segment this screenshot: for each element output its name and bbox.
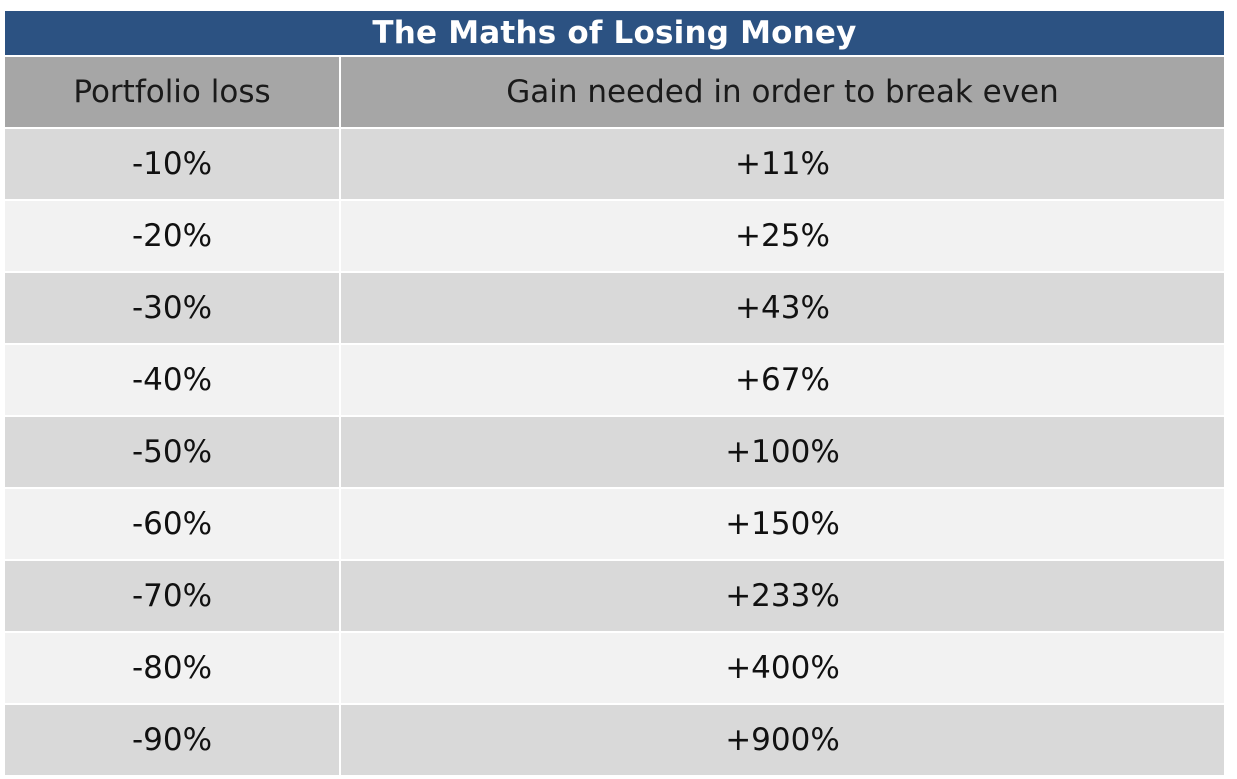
gain-needed-cell: +100% <box>725 434 840 470</box>
table-row: -40% +67% <box>5 343 1224 415</box>
table-row: -70% +233% <box>5 559 1224 631</box>
table-title: The Maths of Losing Money <box>5 11 1224 55</box>
portfolio-loss-cell: -80% <box>5 633 341 703</box>
header-row: Portfolio loss Gain needed in order to b… <box>5 55 1224 127</box>
table-row: -50% +100% <box>5 415 1224 487</box>
gain-needed-cell: +400% <box>725 650 840 686</box>
portfolio-loss-cell: -30% <box>5 273 341 343</box>
table-row: -30% +43% <box>5 271 1224 343</box>
table-body: -10% +11% -20% +25% -30% +43% -40% +67% -50% +100… <box>5 127 1224 775</box>
gain-needed-cell: +25% <box>735 218 830 254</box>
portfolio-loss-cell: -40% <box>5 345 341 415</box>
header-portfolio-loss: Portfolio loss <box>5 57 341 127</box>
gain-needed-cell: +150% <box>725 506 840 542</box>
gain-needed-cell: +233% <box>725 578 840 614</box>
table-row: -10% +11% <box>5 127 1224 199</box>
gain-needed-cell: +900% <box>725 722 840 758</box>
table-row: -20% +25% <box>5 199 1224 271</box>
gain-needed-cell: +11% <box>735 146 830 182</box>
gain-needed-cell: +43% <box>735 290 830 326</box>
portfolio-loss-cell: -60% <box>5 489 341 559</box>
table-row: -80% +400% <box>5 631 1224 703</box>
table-row: -90% +900% <box>5 703 1224 775</box>
portfolio-loss-cell: -50% <box>5 417 341 487</box>
gain-needed-cell: +67% <box>735 362 830 398</box>
portfolio-loss-cell: -10% <box>5 129 341 199</box>
portfolio-loss-cell: -20% <box>5 201 341 271</box>
header-gain-needed: Gain needed in order to break even <box>506 74 1059 110</box>
portfolio-loss-cell: -70% <box>5 561 341 631</box>
loss-recovery-table: The Maths of Losing Money Portfolio loss… <box>5 11 1224 775</box>
table-row: -60% +150% <box>5 487 1224 559</box>
portfolio-loss-cell: -90% <box>5 705 341 775</box>
